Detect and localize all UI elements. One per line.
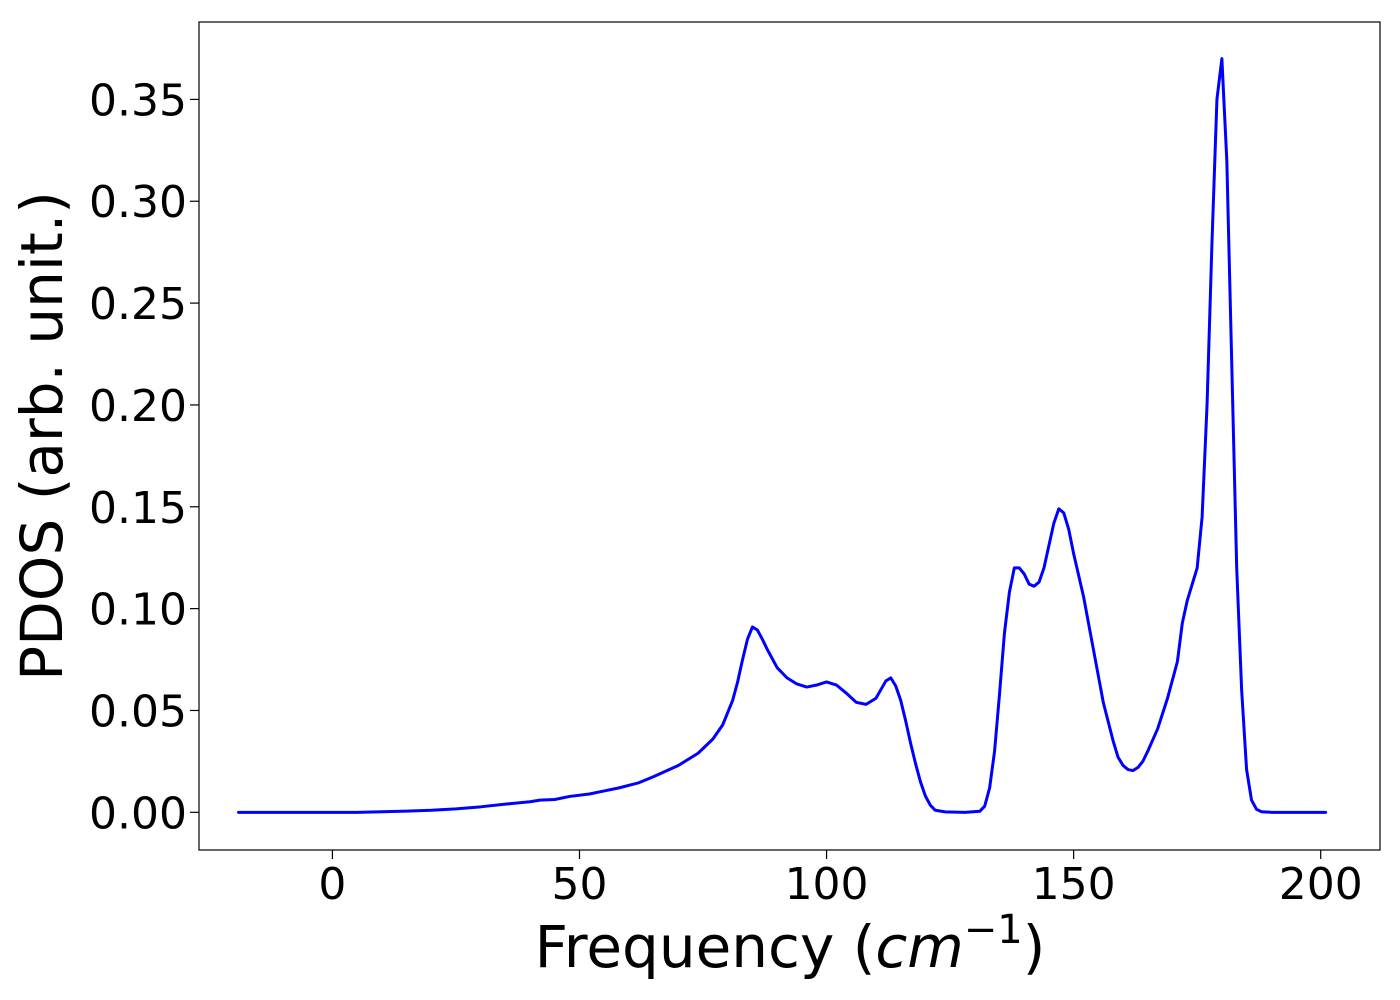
- x-tick-label: 50: [551, 859, 607, 910]
- x-tick-label: 0: [318, 859, 346, 910]
- y-tick-label: 0.35: [89, 75, 187, 126]
- y-tick-label: 0.10: [89, 585, 187, 636]
- plot-frame: [198, 21, 1381, 851]
- x-tick-label: 100: [785, 859, 869, 910]
- x-tick-label: 150: [1032, 859, 1116, 910]
- plot-background: [199, 22, 1380, 850]
- y-tick-label: 0.15: [89, 483, 187, 534]
- x-axis-title: Frequency (cm−1): [535, 907, 1046, 981]
- x-axis: 0 50 100 150 200: [318, 850, 1363, 910]
- pdos-line: [237, 57, 1328, 814]
- y-tick-label: 0.00: [89, 788, 187, 839]
- y-axis-title: PDOS (arb. unit.): [8, 191, 76, 681]
- x-axis-title-main: Frequency (: [535, 913, 876, 981]
- y-tick-label: 0.20: [89, 381, 187, 432]
- y-tick-label: 0.25: [89, 279, 187, 330]
- y-tick-label: 0.05: [89, 686, 187, 737]
- y-axis: 0.00 0.05 0.10 0.15 0.20 0.25 0.30 0.35: [89, 75, 199, 839]
- y-tick-label: 0.30: [89, 177, 187, 228]
- x-axis-title-close: ): [1023, 913, 1046, 981]
- x-tick-label: 200: [1279, 859, 1363, 910]
- x-axis-title-math: cm: [875, 913, 963, 981]
- x-axis-title-sup: −1: [964, 907, 1023, 953]
